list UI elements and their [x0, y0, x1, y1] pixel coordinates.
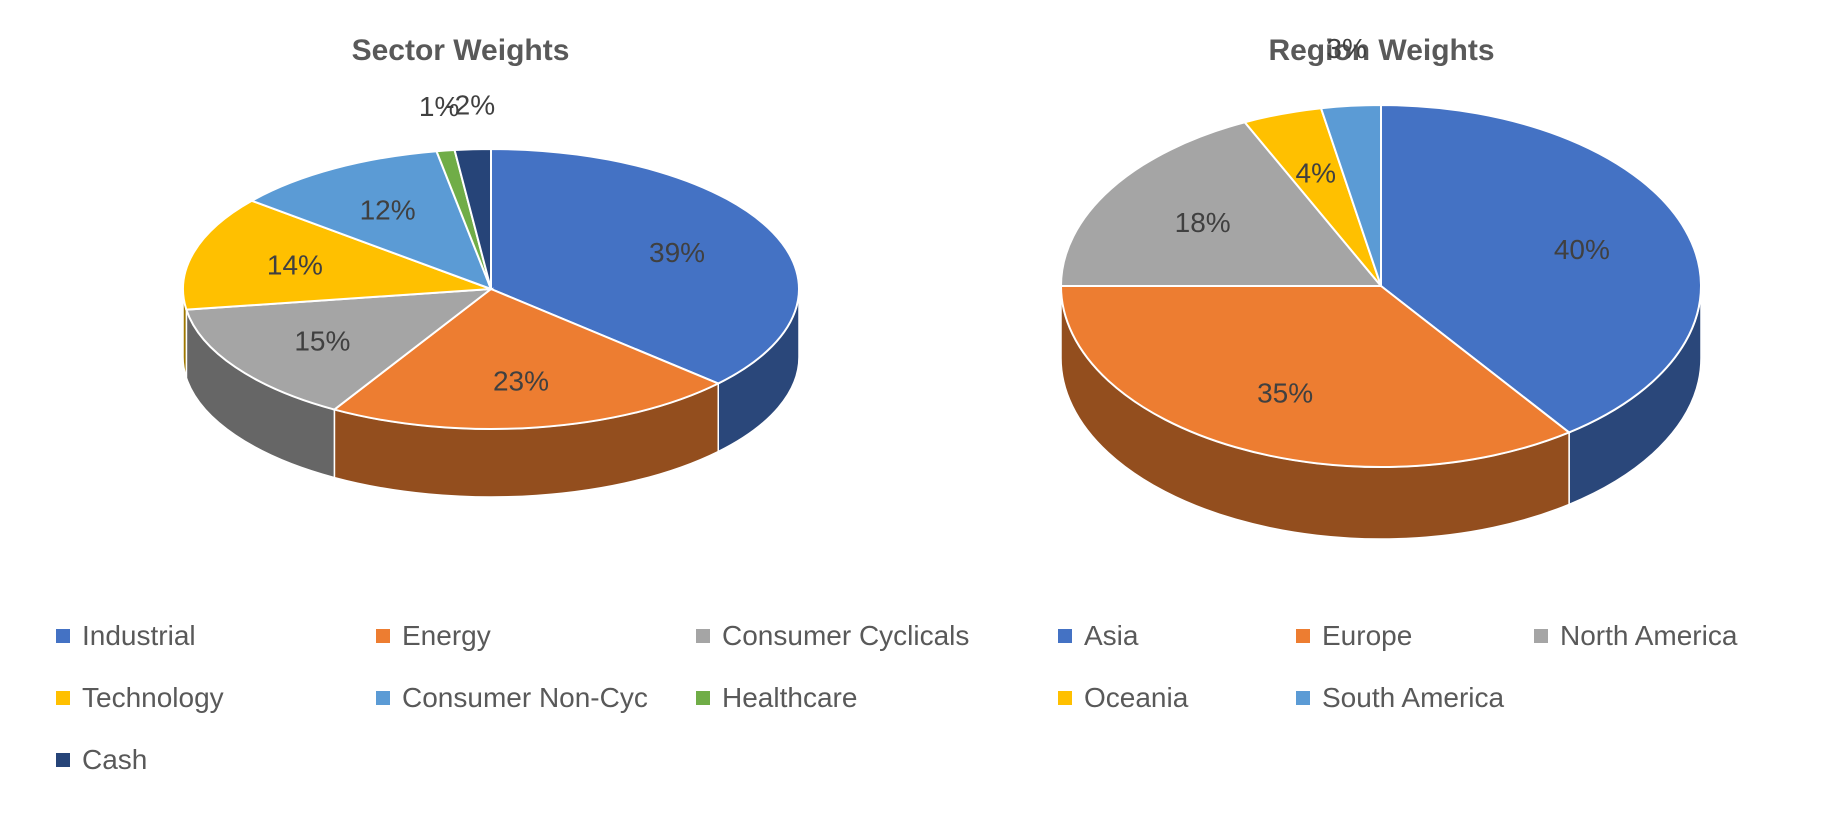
pie-slice-south-america[interactable]: [1319, 103, 1382, 287]
data-label-cash: -2%: [445, 90, 495, 121]
legend-swatch: [696, 629, 710, 643]
pie-slice-cash[interactable]: [453, 147, 492, 290]
legend-item-consumer-cyclicals[interactable]: Consumer Cyclicals: [696, 616, 1016, 656]
pie-side-walls: [182, 288, 800, 498]
data-label-healthcare: 1%: [419, 91, 459, 122]
legend-item-europe[interactable]: Europe: [1296, 616, 1534, 656]
legend-swatch: [56, 629, 70, 643]
legend-label: Cash: [82, 744, 148, 775]
region-pie: 40% 35% 18% 4% 3%: [1059, 33, 1702, 540]
chart-title: Sector Weights: [351, 34, 570, 67]
legend-swatch: [376, 691, 390, 705]
pie-slice-technology[interactable]: [182, 199, 492, 311]
pie-slice-consumer-cyclicals[interactable]: [185, 287, 495, 411]
sector-pie: 39% 23% 15% 14% 12% 1%-2%: [182, 90, 800, 498]
data-label-technology: 14%: [267, 250, 323, 281]
legend-item-asia[interactable]: Asia: [1058, 616, 1296, 656]
data-label-consumer-non-cyc: 12%: [360, 194, 416, 225]
legend-label: Oceania: [1084, 682, 1189, 713]
pie-slice-asia[interactable]: [1380, 103, 1702, 434]
legend-item-energy[interactable]: Energy: [376, 616, 696, 656]
data-label-europe: 35%: [1257, 377, 1313, 408]
legend-label: South America: [1322, 682, 1505, 713]
legend-label: Healthcare: [722, 682, 858, 713]
legend-label: Asia: [1084, 620, 1139, 651]
legend-item-technology[interactable]: Technology: [56, 678, 376, 718]
sector-legend: Industrial Energy Consumer Cyclicals Techno…: [56, 616, 1016, 780]
legend-item-industrial[interactable]: Industrial: [56, 616, 376, 656]
legend-swatch: [56, 691, 70, 705]
legend-item-cash[interactable]: Cash: [56, 740, 376, 780]
legend-label: Consumer Cyclicals: [722, 620, 970, 651]
legend-label: Europe: [1322, 620, 1413, 651]
data-label-north-america: 18%: [1175, 207, 1231, 238]
pie-slice-industrial[interactable]: [490, 147, 800, 385]
legend-item-healthcare[interactable]: Healthcare: [696, 678, 1016, 718]
legend-item-oceania[interactable]: Oceania: [1058, 678, 1296, 718]
pie-slice-europe[interactable]: [1059, 285, 1572, 468]
chart-title: Region Weights: [1268, 34, 1495, 67]
data-label-asia: 40%: [1554, 234, 1610, 265]
legend-label: North America: [1560, 620, 1738, 651]
pie-slice-north-america[interactable]: [1059, 121, 1384, 287]
data-label-energy: 23%: [493, 365, 549, 396]
region-legend: Asia Europe North America Oceania South Amer…: [1058, 616, 1794, 718]
legend-swatch: [56, 753, 70, 767]
data-label-industrial: 39%: [649, 237, 705, 268]
legend-item-south-america[interactable]: South America: [1296, 678, 1534, 718]
legend-label: Consumer Non-Cyc: [402, 682, 648, 713]
legend-item-consumer-non-cyc[interactable]: Consumer Non-Cyc: [376, 678, 696, 718]
pie-slice-consumer-non-cyc[interactable]: [249, 150, 493, 291]
legend-swatch: [376, 629, 390, 643]
legend-label: Industrial: [82, 620, 196, 651]
pie-slice-energy[interactable]: [332, 287, 721, 430]
legend-swatch: [1534, 629, 1548, 643]
legend-label: Technology: [82, 682, 224, 713]
region-weights-chart: Region Weights 40% 35% 18% 4% 3%: [921, 0, 1842, 813]
legend-swatch: [1296, 629, 1310, 643]
legend-swatch: [1058, 629, 1072, 643]
legend-swatch: [1058, 691, 1072, 705]
legend-item-north-america[interactable]: North America: [1534, 616, 1794, 656]
data-label-oceania: 4%: [1296, 157, 1336, 188]
data-label-south-america: 3%: [1326, 33, 1366, 64]
legend-swatch: [696, 691, 710, 705]
legend-label: Energy: [402, 620, 491, 651]
legend-swatch: [1296, 691, 1310, 705]
sector-weights-chart: Sector Weights 39% 23% 15% 14% 12% 1% -2%: [182, 34, 800, 498]
data-label-consumer-cyclicals: 15%: [294, 326, 350, 357]
